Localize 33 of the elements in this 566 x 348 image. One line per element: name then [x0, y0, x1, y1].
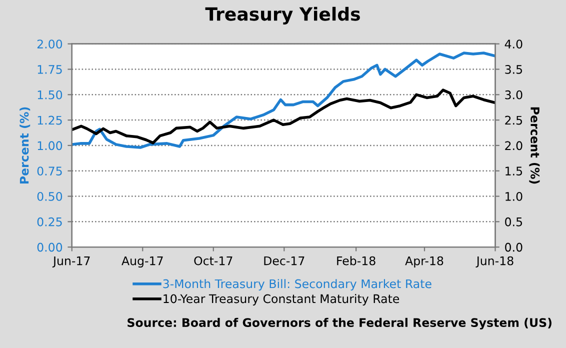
x-tick-label: Jun-18: [476, 256, 514, 268]
y2-tick-label: 1.5: [506, 166, 522, 176]
line-series: [72, 52, 496, 149]
legend-label: 3-Month Treasury Bill: Secondary Market Rate: [163, 279, 432, 291]
x-tick-label: Oct-17: [194, 256, 232, 266]
y2-tick-label: 0.0: [505, 242, 522, 252]
chart-title: Treasury Yields: [205, 6, 360, 24]
source-note: Source: Board of Governors of the Federal Reserve System (US): [128, 318, 552, 330]
y-tick-label: 1.50: [38, 90, 62, 100]
y2-tick-label: 2.5: [505, 116, 522, 125]
y-tick-label: 0.25: [37, 217, 62, 226]
x-tick-label: Dec-17: [264, 256, 304, 266]
x-tick-label: Jun-17: [52, 256, 90, 268]
y2-tick-label: 1.0: [506, 192, 522, 201]
y2-tick-label: 3.0: [505, 90, 522, 100]
y2-tick-label: 3.5: [505, 64, 522, 74]
y-axis-title: Percent (%): [20, 107, 30, 184]
line-series: [72, 88, 496, 144]
x-tick-label: Apr-18: [405, 256, 444, 268]
x-tick-label: Feb-18: [337, 256, 376, 266]
y-tick-label: 2.00: [37, 40, 62, 48]
y2-tick-label: 4.0: [504, 40, 522, 48]
y-tick-label: 0.00: [37, 242, 62, 252]
y-tick-label: 1.25: [38, 116, 62, 125]
y2-axis-title: Percent (%): [529, 107, 540, 184]
x-tick-label: Aug-17: [122, 256, 163, 268]
y-tick-label: 1.00: [38, 141, 62, 150]
y2-tick-label: 2.0: [505, 141, 522, 150]
y-tick-label: 1.75: [38, 65, 62, 74]
y-tick-label: 0.50: [37, 192, 62, 201]
legend-label: 10-Year Treasury Constant Maturity Rate: [164, 294, 400, 306]
y2-tick-label: 0.5: [505, 217, 522, 226]
y-tick-label: 0.75: [37, 166, 62, 176]
